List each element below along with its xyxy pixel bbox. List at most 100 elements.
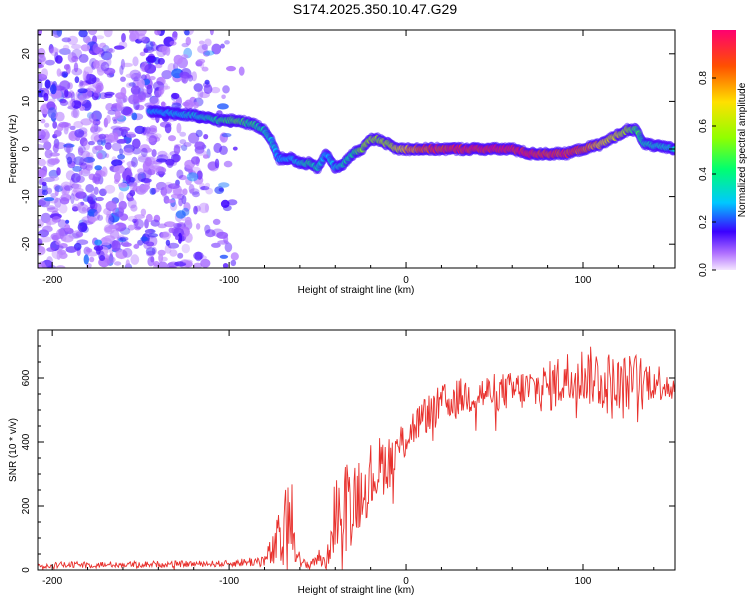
noise-blob — [197, 88, 204, 99]
noise-blob — [79, 137, 88, 147]
spectrogram-ytick-label: -10 — [21, 189, 32, 204]
noise-blob — [140, 62, 145, 67]
noise-blob — [150, 219, 160, 227]
snr-ytick-label: 400 — [21, 433, 32, 450]
noise-blob — [38, 54, 46, 63]
noise-blob — [71, 100, 82, 109]
noise-blob — [158, 45, 170, 54]
noise-blob — [113, 179, 120, 185]
noise-blob — [157, 57, 165, 65]
colorbar-tick-label: 0.2 — [698, 215, 709, 229]
noise-blob — [118, 200, 127, 210]
noise-blob — [184, 216, 192, 226]
noise-blob — [106, 48, 115, 54]
noise-blob — [64, 185, 73, 191]
noise-blob — [193, 251, 204, 260]
noise-blob — [201, 43, 208, 51]
noise-blob — [110, 125, 122, 131]
noise-blob — [83, 156, 95, 163]
noise-blob — [222, 85, 230, 94]
noise-blob — [210, 86, 221, 94]
noise-blob — [204, 182, 211, 188]
noise-blob — [114, 110, 121, 119]
noise-blob — [78, 30, 88, 38]
noise-blob — [161, 70, 173, 80]
noise-blob — [164, 221, 176, 228]
noise-blob — [131, 156, 138, 168]
noise-blob — [176, 169, 184, 179]
noise-blob — [196, 58, 206, 64]
noise-blob — [98, 133, 107, 140]
noise-blob — [176, 122, 182, 134]
noise-blob — [59, 197, 70, 205]
noise-blob — [90, 124, 101, 135]
noise-blob — [144, 44, 151, 53]
noise-blob — [204, 79, 210, 85]
noise-blob — [95, 35, 105, 40]
noise-blob — [38, 169, 47, 178]
noise-blob — [43, 197, 55, 202]
noise-blob — [67, 100, 75, 108]
noise-blob — [146, 137, 156, 142]
noise-blob — [74, 129, 85, 138]
noise-blob — [195, 129, 203, 138]
noise-blob — [39, 169, 44, 181]
chart-title: S174.2025.350.10.47.G29 — [292, 1, 458, 17]
noise-blob — [171, 31, 178, 41]
noise-blob — [131, 112, 138, 121]
noise-blob — [43, 92, 49, 102]
noise-blob — [50, 158, 61, 164]
noise-blob — [125, 174, 131, 184]
noise-blob — [50, 193, 57, 198]
noise-blob — [61, 71, 69, 78]
noise-blob — [178, 174, 187, 181]
noise-blob — [38, 79, 43, 90]
noise-blob — [226, 65, 236, 72]
noise-blob — [160, 101, 166, 107]
noise-blob — [85, 164, 93, 171]
noise-blob — [167, 265, 177, 268]
noise-blob — [115, 249, 128, 260]
noise-blob — [71, 44, 82, 50]
noise-blob — [115, 92, 126, 100]
noise-blob — [128, 82, 136, 87]
noise-blob — [128, 94, 140, 105]
noise-blob — [95, 127, 103, 132]
noise-blob — [177, 232, 183, 244]
noise-blob — [70, 91, 76, 103]
noise-blob — [192, 191, 200, 198]
noise-blob — [173, 54, 183, 65]
noise-blob — [204, 224, 211, 234]
noise-blob — [144, 229, 156, 234]
noise-blob — [168, 135, 176, 142]
noise-blob — [224, 242, 233, 253]
noise-blob — [122, 242, 132, 247]
noise-blob — [138, 91, 146, 101]
noise-blob — [73, 156, 85, 166]
noise-blob — [94, 145, 103, 151]
noise-blob — [58, 196, 68, 202]
noise-blob — [118, 191, 124, 202]
noise-blob — [211, 43, 222, 55]
noise-blob — [104, 91, 115, 96]
noise-blob — [86, 73, 91, 82]
noise-blob — [45, 59, 55, 66]
noise-blob — [214, 186, 225, 195]
noise-blob — [101, 51, 113, 61]
spectrogram-xtick-label: -200 — [42, 275, 62, 286]
noise-blob — [71, 67, 83, 76]
noise-blob — [198, 40, 205, 45]
noise-blob — [197, 44, 208, 54]
noise-blob — [146, 84, 153, 95]
noise-blob — [54, 197, 62, 208]
noise-blob — [39, 236, 52, 243]
noise-blob — [191, 71, 197, 82]
noise-blob — [220, 43, 225, 49]
noise-blob — [148, 135, 158, 146]
noise-blob — [163, 85, 171, 90]
noise-blob — [149, 76, 156, 81]
noise-blob — [194, 141, 206, 150]
noise-blob — [65, 194, 71, 200]
noise-blob — [155, 171, 166, 176]
noise-blob — [126, 161, 136, 167]
